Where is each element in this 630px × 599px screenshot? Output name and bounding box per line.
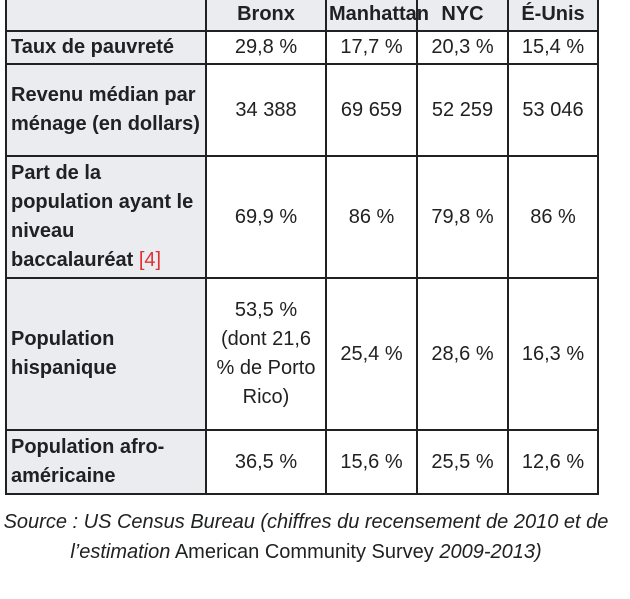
table-row: Population afro-américaine 36,5 % 15,6 %… — [5, 429, 599, 495]
table-cell: 29,8 % — [205, 30, 327, 65]
table-row: Part de la population ayant le niveau ba… — [5, 155, 599, 279]
table-caption: Source : US Census Bureau (chiffres du r… — [0, 507, 612, 567]
table-cell: 36,5 % — [205, 429, 327, 495]
header-nyc: NYC — [416, 0, 509, 32]
reference-link[interactable]: [4] — [138, 249, 162, 271]
table-cell: 15,4 % — [507, 30, 599, 65]
table-cell: 25,4 % — [325, 277, 418, 431]
row-label-taux-pauvrete: Taux de pauvreté — [5, 30, 207, 65]
table-row: Population hispanique 53,5 % (dont 21,6 … — [5, 277, 599, 431]
table-cell: 17,7 % — [325, 30, 418, 65]
row-label-population-afro-americaine: Population afro-américaine — [5, 429, 207, 495]
header-manhattan: Manhattan — [325, 0, 429, 32]
table-cell: 69,9 % — [205, 155, 327, 279]
table-cell: 25,5 % — [416, 429, 509, 495]
table-cell: 34 388 — [205, 63, 327, 157]
caption-survey-name: American Community Survey — [170, 541, 440, 563]
row-label-population-hispanique: Population hispanique — [5, 277, 207, 431]
header-bronx: Bronx — [205, 0, 327, 32]
caption-source: Source : US Census Bureau (chiffres du r… — [3, 511, 609, 563]
table-row: Taux de pauvreté 29,8 % 17,7 % 20,3 % 15… — [5, 30, 599, 65]
row-label-text: Part de la population ayant le niveau ba… — [11, 162, 194, 271]
table-cell: 20,3 % — [416, 30, 509, 65]
table-cell: 86 % — [507, 155, 599, 279]
caption-years: 2009-2013) — [439, 541, 542, 563]
row-label-baccalaureat: Part de la population ayant le niveau ba… — [5, 155, 207, 279]
header-etats-unis: É-Unis — [507, 0, 599, 32]
table-cell: 12,6 % — [507, 429, 599, 495]
table-cell: 28,6 % — [416, 277, 509, 431]
statistics-table: Bronx Manhattan NYC É-Unis Taux de pauvr… — [5, 0, 599, 495]
table-cell: 16,3 % — [507, 277, 599, 431]
table-cell: 79,8 % — [416, 155, 509, 279]
table-row: Revenu médian par ménage (en dollars) 34… — [5, 63, 599, 157]
table-cell: 86 % — [325, 155, 418, 279]
header-row: Bronx Manhattan NYC É-Unis — [5, 0, 599, 32]
table-cell: 69 659 — [325, 63, 418, 157]
table-cell: 52 259 — [416, 63, 509, 157]
table-cell: 53 046 — [507, 63, 599, 157]
header-corner — [5, 0, 207, 32]
row-label-revenu-median: Revenu médian par ménage (en dollars) — [5, 63, 207, 157]
table-cell: 53,5 % (dont 21,6 % de Porto Rico) — [205, 277, 327, 431]
table-cell: 15,6 % — [325, 429, 418, 495]
